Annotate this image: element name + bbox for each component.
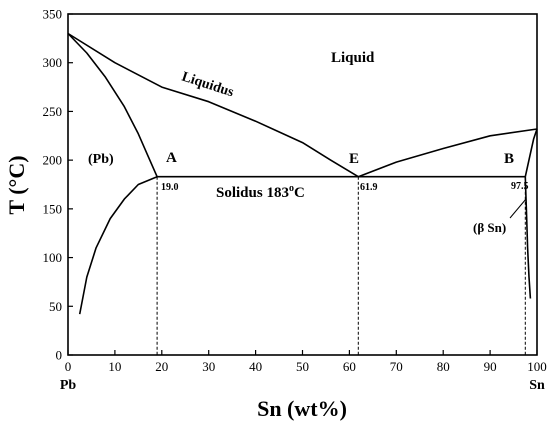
pb-end-label: Pb [60, 378, 77, 393]
sn-solvus-line [524, 176, 532, 299]
liquid-label: Liquid [331, 50, 375, 66]
phase-boundaries [67, 32, 538, 355]
x-tick-label: 60 [343, 359, 356, 374]
x-tick-label: 10 [108, 359, 121, 374]
value-e-label: 61.9 [360, 182, 378, 193]
value-a-label: 19.0 [161, 182, 179, 193]
beta-sn-leader [509, 198, 527, 219]
pb-phase-label: (Pb) [88, 152, 114, 167]
y-tick-label: 50 [49, 299, 62, 314]
liquidus-right-line [358, 128, 538, 178]
y-axis-title: T (°C) [4, 155, 29, 214]
y-tick-label: 100 [43, 250, 63, 265]
x-tick-label: 70 [390, 359, 403, 374]
solidus-label: Solidus 183oC [216, 183, 305, 201]
x-tick-label: 50 [296, 359, 309, 374]
point-a-label: A [166, 150, 177, 166]
y-tick-label: 200 [43, 153, 63, 168]
solidus-degree-sup: o [289, 183, 294, 194]
solidus-text: Solidus 183 [216, 185, 289, 201]
axis-ticks: 0 10 20 30 40 50 60 70 80 90 100 0 50 100 150 200 250 300… [43, 7, 547, 375]
liquidus-left-line [67, 32, 359, 178]
x-axis-title: Sn (wt%) [257, 396, 347, 421]
solidus-unit: C [294, 185, 305, 201]
sn-solidus-line [524, 128, 538, 177]
x-tick-label: 40 [249, 359, 262, 374]
point-e-label: E [349, 151, 359, 167]
y-tick-label: 300 [43, 55, 63, 70]
y-tick-label: 350 [43, 7, 63, 22]
sn-end-label: Sn [529, 378, 545, 393]
value-b-label: 97.5 [511, 181, 529, 192]
y-tick-label: 150 [43, 201, 63, 216]
y-tick-label: 0 [56, 348, 63, 363]
x-tick-label: 90 [484, 359, 497, 374]
x-tick-label: 20 [155, 359, 168, 374]
x-tick-label: 100 [527, 359, 547, 374]
x-tick-label: 0 [65, 359, 72, 374]
pb-solvus-line [78, 175, 158, 315]
y-tick-label: 250 [43, 104, 63, 119]
beta-sn-label: (β Sn) [473, 220, 506, 235]
point-b-label: B [504, 151, 514, 167]
pb-solidus-line [67, 32, 158, 178]
x-tick-label: 30 [202, 359, 215, 374]
x-tick-label: 80 [437, 359, 450, 374]
